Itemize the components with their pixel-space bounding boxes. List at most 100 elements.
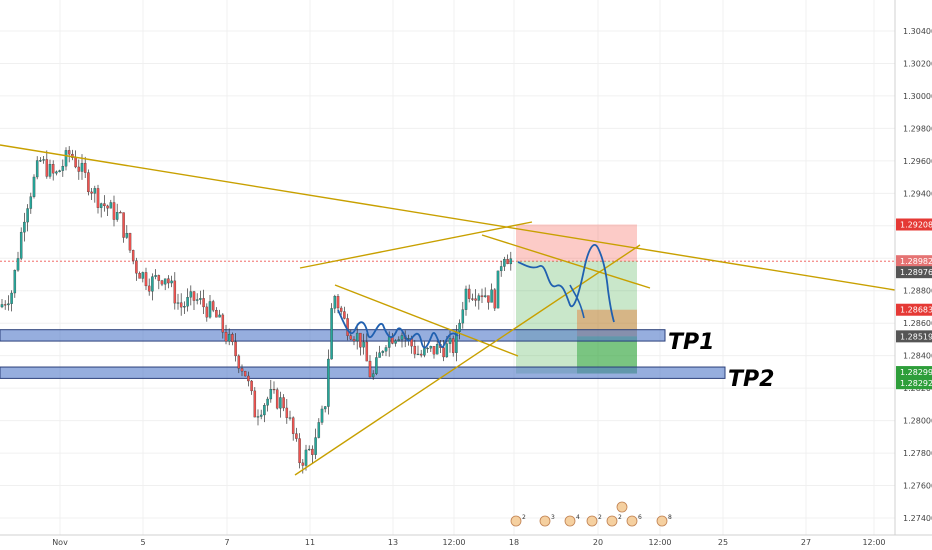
candle — [295, 433, 298, 439]
event-marker-icon[interactable] — [616, 501, 628, 513]
event-marker-icon[interactable] — [564, 515, 576, 527]
x-tick-label: 12:00 — [442, 538, 465, 547]
candle — [179, 302, 183, 308]
candle — [106, 205, 109, 209]
candle — [122, 212, 125, 238]
candle — [487, 295, 490, 303]
candle — [154, 275, 157, 277]
price-tag-label: 1.28976 — [900, 268, 932, 277]
candle — [263, 405, 266, 416]
candle — [80, 162, 84, 172]
candle — [320, 408, 324, 423]
price-tag — [896, 255, 932, 268]
candle — [144, 272, 148, 287]
event-count: 2 — [618, 514, 622, 521]
y-tick-label: 1.28000 — [903, 417, 932, 426]
candle — [39, 160, 42, 162]
price-tag — [896, 330, 932, 343]
candle — [375, 357, 378, 374]
candle — [298, 438, 301, 464]
event-marker-icon[interactable] — [606, 515, 618, 527]
candle — [432, 346, 436, 355]
candle — [240, 368, 244, 372]
candle — [0, 304, 4, 308]
candle — [413, 345, 417, 355]
candle — [378, 352, 381, 358]
candle — [55, 171, 58, 174]
candle — [211, 301, 215, 311]
tp2-label: TP2 — [728, 367, 774, 392]
candle — [151, 276, 154, 292]
candle — [237, 355, 241, 369]
candle — [394, 340, 397, 344]
y-tick-label: 1.28800 — [903, 287, 932, 296]
y-tick-label: 1.29800 — [903, 124, 932, 133]
candle — [474, 298, 477, 301]
candle — [259, 414, 263, 417]
candle — [266, 398, 269, 406]
candle — [451, 338, 455, 353]
candles — [0, 146, 513, 474]
candle — [397, 339, 401, 341]
candle — [61, 165, 65, 171]
event-marker-icon[interactable] — [586, 515, 598, 527]
price-tag — [896, 366, 932, 379]
y-tick-label: 1.27400 — [903, 514, 932, 523]
event-marker-icon[interactable] — [656, 515, 668, 527]
candle — [93, 188, 97, 194]
candle — [477, 295, 481, 301]
candle — [112, 202, 116, 220]
price-tag — [896, 303, 932, 316]
price-tag — [896, 266, 932, 279]
tp1-label: TP1 — [668, 330, 714, 355]
candle — [503, 259, 506, 267]
projection-drawings — [337, 243, 615, 349]
candle — [205, 306, 209, 318]
y-tick-label: 1.27800 — [903, 449, 932, 458]
candle — [103, 203, 106, 207]
candle — [115, 212, 119, 220]
candle — [16, 258, 20, 271]
candle — [359, 332, 362, 348]
candle — [256, 416, 260, 418]
candle — [215, 310, 218, 318]
candle — [131, 250, 135, 261]
candle — [288, 417, 292, 419]
trend-line — [294, 244, 641, 476]
price-tag-label: 1.28982 — [900, 257, 932, 266]
price-tag-label: 1.28683 — [900, 306, 932, 315]
candle — [189, 291, 193, 298]
candle — [301, 462, 305, 466]
event-count: 4 — [576, 514, 580, 521]
x-tick-label: 18 — [509, 538, 519, 547]
candle — [125, 233, 129, 238]
candle — [442, 347, 445, 358]
candle — [499, 266, 503, 272]
candle — [99, 203, 103, 208]
candle — [19, 231, 23, 259]
candle — [339, 307, 343, 312]
event-marker-icon[interactable] — [539, 515, 551, 527]
candle — [29, 196, 33, 209]
candle — [87, 172, 90, 193]
candle — [458, 322, 461, 332]
price-tag-label: 1.28292 — [900, 379, 932, 388]
event-marker-icon[interactable] — [626, 515, 638, 527]
candle — [490, 289, 493, 303]
price-tag-label: 1.28519 — [900, 332, 932, 341]
event-marker-icon[interactable] — [510, 515, 522, 527]
candle — [48, 164, 52, 177]
x-tick-label: 7 — [224, 538, 229, 547]
candle — [83, 162, 87, 173]
candle — [35, 160, 39, 178]
candle — [192, 291, 196, 301]
price-tag — [896, 218, 932, 231]
candle — [221, 314, 225, 333]
candle — [135, 260, 138, 274]
candle — [317, 422, 321, 438]
candle — [7, 303, 10, 306]
y-tick-label: 1.28400 — [903, 352, 932, 361]
trend-line — [299, 221, 533, 269]
candle — [253, 390, 257, 418]
